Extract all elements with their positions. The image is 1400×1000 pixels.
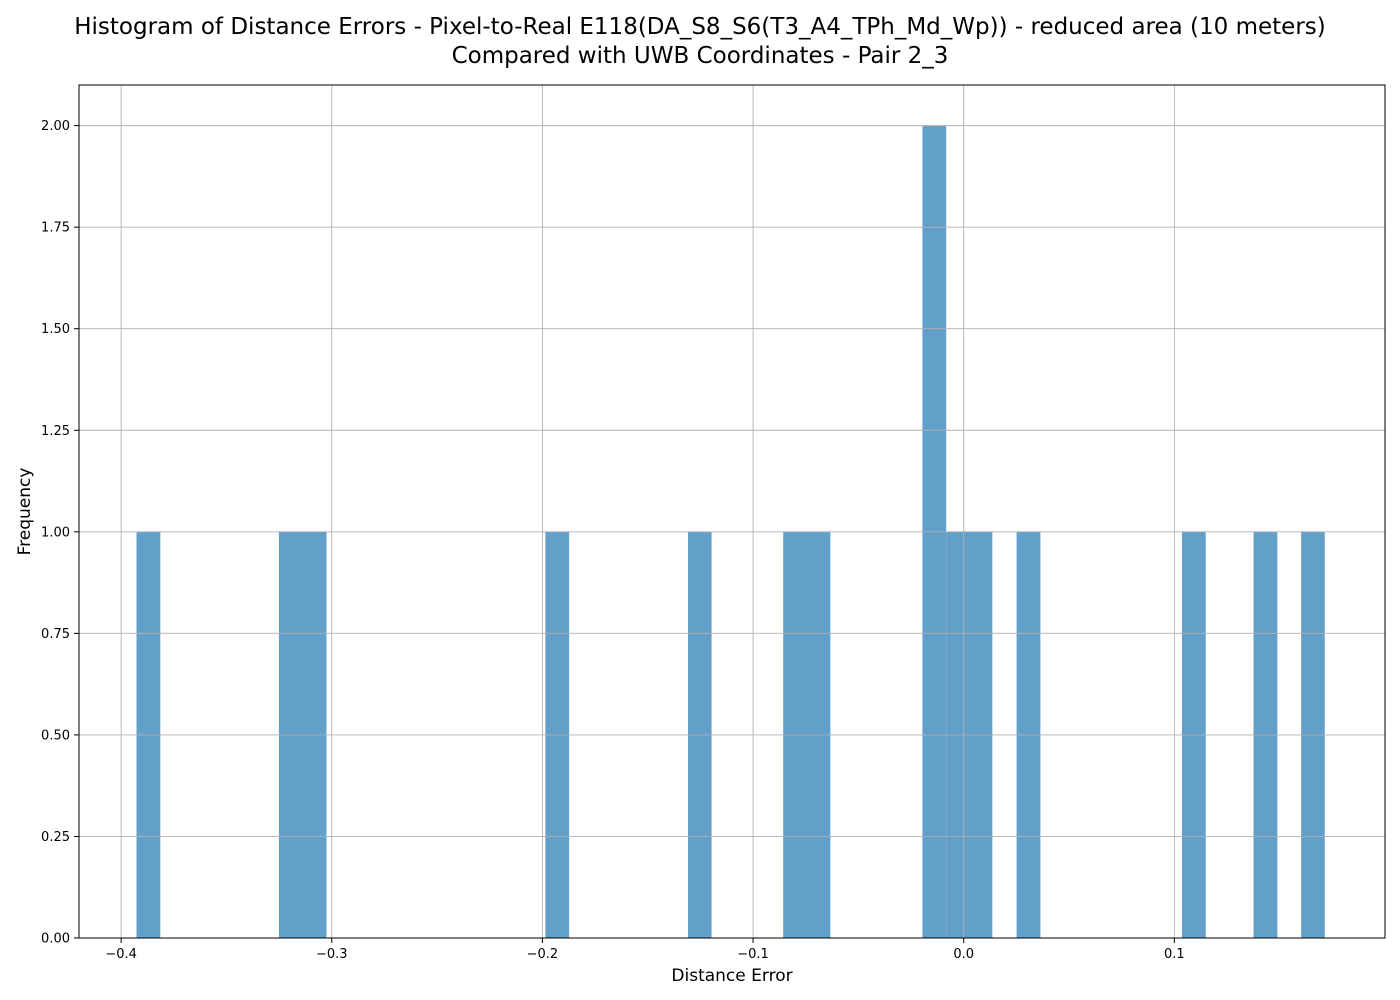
chart-title-line-2: Compared with UWB Coordinates - Pair 2_3 xyxy=(451,43,949,69)
x-tick-label: −0.1 xyxy=(737,947,769,962)
y-tick-label: 0.25 xyxy=(41,830,70,845)
x-tick-label: 0.0 xyxy=(953,947,974,962)
x-axis-ticks: −0.4 −0.3 −0.2 −0.1 0.0 0.1 xyxy=(105,938,1185,962)
y-tick-label: 1.50 xyxy=(41,322,70,337)
y-tick-label: 0.75 xyxy=(41,627,70,642)
x-axis-label: Distance Error xyxy=(671,966,792,986)
y-tick-label: 1.75 xyxy=(41,221,70,236)
y-tick-label: 1.25 xyxy=(41,424,70,439)
grid-lines xyxy=(79,85,1385,939)
y-tick-label: 1.00 xyxy=(41,525,70,540)
y-tick-label: 0.50 xyxy=(41,728,70,743)
y-axis-ticks: 0.00 0.25 0.50 0.75 1.00 1.25 1.50 1.75 2.00 xyxy=(41,119,79,947)
x-tick-label: −0.4 xyxy=(105,947,137,962)
x-tick-label: 0.1 xyxy=(1164,947,1185,962)
y-axis-label: Frequency xyxy=(15,468,35,556)
plot-frame xyxy=(78,84,1386,939)
chart-title-line-1: Histogram of Distance Errors - Pixel-to-… xyxy=(74,14,1326,40)
y-tick-label: 2.00 xyxy=(41,119,70,134)
y-tick-label: 0.00 xyxy=(41,932,70,947)
x-tick-label: −0.3 xyxy=(316,947,348,962)
x-tick-label: −0.2 xyxy=(527,947,559,962)
